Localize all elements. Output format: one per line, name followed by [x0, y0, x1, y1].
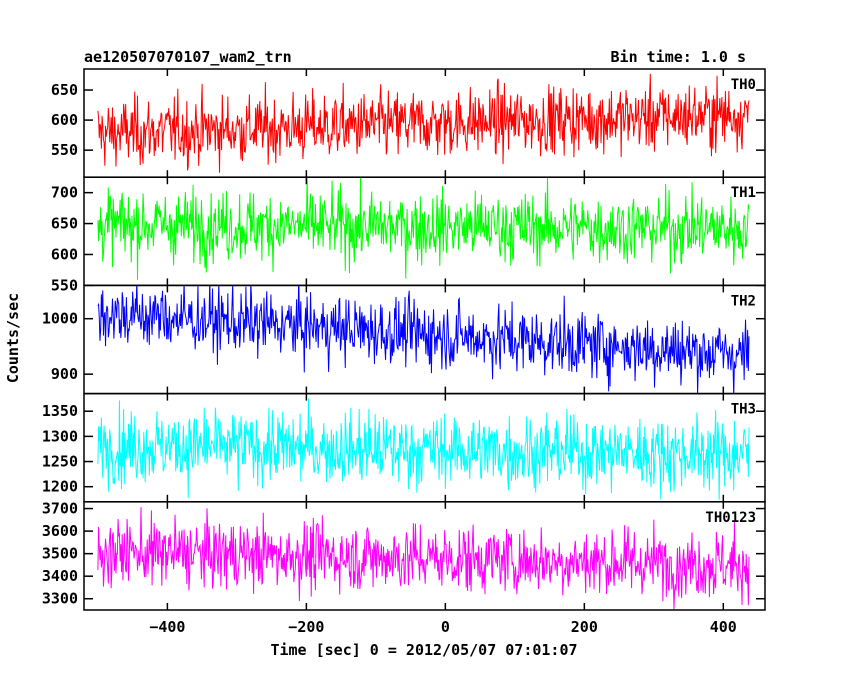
panel-frame — [83, 501, 766, 611]
series-line-th3 — [97, 398, 750, 500]
y-tick-label: 1250 — [42, 453, 78, 471]
y-tick-label: 650 — [51, 81, 78, 99]
y-tick-label: 1000 — [42, 310, 78, 328]
y-tick-label: 600 — [51, 245, 78, 263]
panel-label-th0: TH0 — [731, 77, 756, 93]
panel-label-th2: TH2 — [731, 293, 756, 309]
y-axis-label: Counts/sec — [4, 293, 22, 383]
y-tick-label: 1200 — [42, 478, 78, 496]
y-tick-label: 550 — [51, 141, 78, 159]
series-line-th1 — [97, 177, 750, 280]
y-tick-label: 3300 — [42, 590, 78, 608]
panel-label-th0123: TH0123 — [705, 510, 756, 526]
y-tick-label: 3600 — [42, 522, 78, 540]
series-line-th0123 — [97, 507, 750, 610]
panel-label-th3: TH3 — [731, 402, 756, 418]
panel-label-th1: TH1 — [731, 185, 756, 201]
panel-th0123: 3300 3400 3500 3600 3700 TH0123 — [42, 500, 766, 611]
panel-th2: 900 1000 TH2 — [42, 284, 766, 395]
y-tick-label: 600 — [51, 111, 78, 129]
x-tick-label: 0 — [441, 618, 450, 636]
x-axis-label: Time [sec] 0 = 2012/05/07 07:01:07 — [270, 641, 577, 659]
series-line-th2 — [97, 285, 750, 394]
x-axis: −400 −200 0 200 400 — [149, 618, 737, 636]
x-tick-label: 400 — [710, 618, 737, 636]
series-line-th0 — [97, 73, 750, 173]
y-tick-label: 650 — [51, 215, 78, 233]
y-tick-label: 3700 — [42, 500, 78, 518]
y-tick-label: 900 — [51, 365, 78, 383]
y-tick-label: 3500 — [42, 545, 78, 563]
x-tick-label: −400 — [149, 618, 185, 636]
panel-th1: 550 600 650 700 TH1 — [51, 176, 766, 294]
y-tick-label: 1350 — [42, 402, 78, 420]
y-tick-label: 700 — [51, 184, 78, 202]
x-tick-label: 200 — [571, 618, 598, 636]
panel-th3: 1200 1250 1300 1350 TH3 — [42, 392, 766, 503]
y-tick-label: 3400 — [42, 567, 78, 585]
y-tick-label: 550 — [51, 276, 78, 294]
chart-title: ae120507070107_wam2_trn — [84, 48, 292, 66]
panel-th0: 550 600 650 TH0 — [51, 68, 766, 178]
x-tick-label: −200 — [288, 618, 324, 636]
y-tick-label: 1300 — [42, 427, 78, 445]
panels: 550 600 650 TH0 550 600 650 700 TH1 900 1000 TH2 120… — [42, 68, 766, 611]
bin-time-label: Bin time: 1.0 s — [611, 48, 746, 66]
